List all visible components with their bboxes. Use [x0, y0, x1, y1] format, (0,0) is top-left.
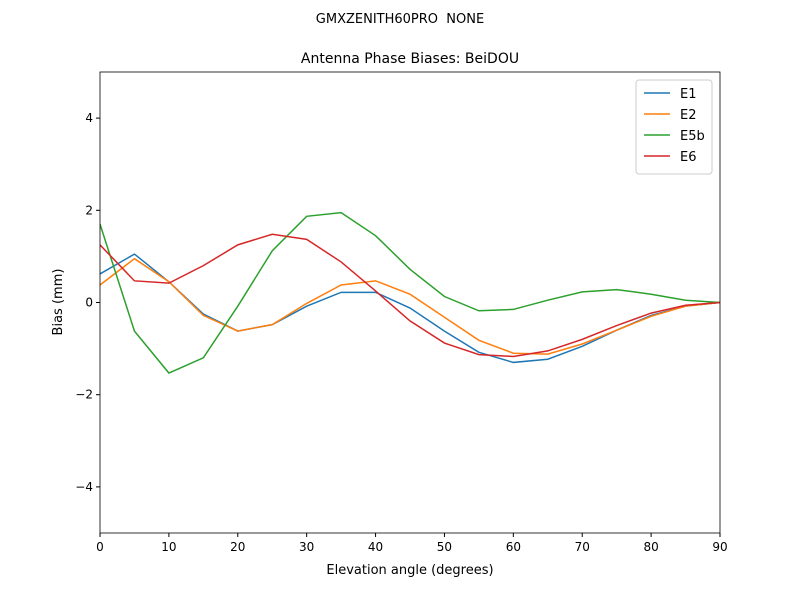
x-tick-label: 40 [368, 540, 383, 554]
x-tick-label: 60 [506, 540, 521, 554]
x-tick-label: 50 [437, 540, 452, 554]
y-tick-label: −2 [75, 388, 93, 402]
x-tick-label: 90 [712, 540, 727, 554]
x-tick-label: 20 [230, 540, 245, 554]
x-tick-label: 30 [299, 540, 314, 554]
plot-frame [99, 71, 721, 534]
y-tick-label: −4 [75, 480, 93, 494]
suptitle: GMXZENITH60PRO NONE [316, 12, 484, 27]
line-series [100, 233, 720, 358]
legend-box [635, 79, 713, 175]
y-tick-label: 0 [85, 296, 93, 310]
line-series [100, 211, 720, 374]
legend-label: E5b [680, 129, 705, 144]
chart-title: Antenna Phase Biases: BeiDOU [301, 51, 519, 67]
line-series [100, 257, 720, 355]
legend-label: E2 [680, 108, 697, 123]
x-tick-label: 10 [161, 540, 176, 554]
legend-label: E6 [680, 150, 697, 165]
legend-label: E1 [680, 87, 697, 102]
y-tick-label: 2 [85, 203, 93, 217]
x-tick-label: 80 [643, 540, 658, 554]
y-axis-label: Bias (mm) [51, 269, 66, 336]
x-axis-label: Elevation angle (degrees) [326, 563, 493, 578]
x-tick-label: 70 [575, 540, 590, 554]
x-tick-label: 0 [96, 540, 104, 554]
y-tick-label: 4 [85, 111, 93, 125]
